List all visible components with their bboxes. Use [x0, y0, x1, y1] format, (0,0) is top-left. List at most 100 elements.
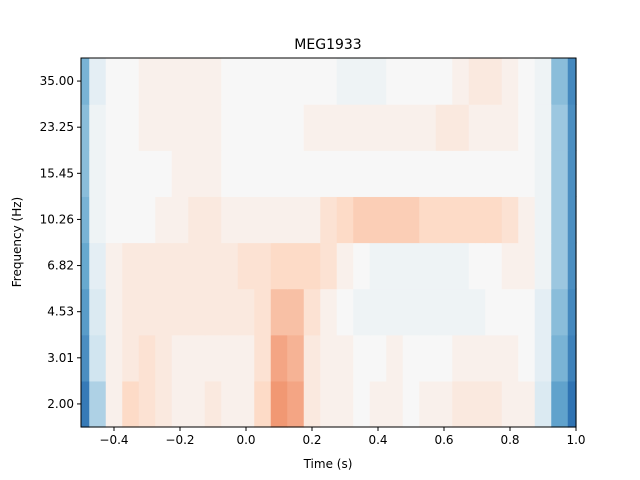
heatmap-cell — [81, 334, 90, 382]
heatmap-cell — [369, 196, 387, 244]
heatmap-cell — [270, 288, 288, 336]
heatmap-cell — [303, 380, 321, 428]
heatmap-cell — [204, 196, 222, 244]
heatmap-cell — [221, 380, 239, 428]
heatmap-cell — [270, 380, 288, 428]
heatmap-cell — [518, 380, 536, 428]
heatmap-cell — [402, 242, 420, 290]
heatmap-cell — [138, 288, 156, 336]
plot-frame — [80, 57, 577, 428]
heatmap-cell — [320, 334, 338, 382]
heatmap-cell — [287, 150, 305, 197]
heatmap-cell — [270, 58, 288, 105]
heatmap-cell — [386, 104, 404, 151]
heatmap-cell — [320, 242, 338, 290]
y-axis-label: Frequency (Hz) — [10, 197, 24, 288]
heatmap-cell — [518, 242, 536, 290]
heatmap-cell — [320, 58, 338, 105]
heatmap-cell — [468, 58, 486, 105]
heatmap-cell — [105, 104, 123, 151]
heatmap-cell — [567, 380, 577, 428]
heatmap-cell — [122, 380, 140, 428]
heatmap-cell — [551, 104, 569, 151]
heatmap-cell — [138, 104, 156, 151]
heatmap-cell — [534, 288, 552, 336]
heatmap-cell — [468, 196, 486, 244]
heatmap-cell — [551, 334, 569, 382]
heatmap-cell — [320, 150, 338, 197]
heatmap-cell — [204, 334, 222, 382]
heatmap-cell — [419, 334, 437, 382]
heatmap-cell — [353, 242, 371, 290]
heatmap-cell — [188, 58, 206, 105]
heatmap-cell — [452, 150, 470, 197]
heatmap-cell — [386, 58, 404, 105]
y-tick-label: 35.00 — [40, 74, 74, 88]
heatmap-cell — [386, 196, 404, 244]
heatmap-cell — [188, 104, 206, 151]
heatmap-cell — [386, 288, 404, 336]
heatmap-cell — [138, 334, 156, 382]
heatmap-cell — [353, 334, 371, 382]
heatmap-cell — [188, 150, 206, 197]
heatmap-cell — [237, 196, 255, 244]
heatmap-cell — [501, 58, 519, 105]
heatmap-cell — [89, 150, 107, 197]
heatmap-cell — [287, 242, 305, 290]
heatmap-cell — [369, 104, 387, 151]
heatmap-cell — [419, 58, 437, 105]
heatmap-cell — [551, 150, 569, 197]
heatmap-cell — [534, 104, 552, 151]
heatmap-cell — [452, 334, 470, 382]
heatmap-cell — [89, 380, 107, 428]
heatmap-cell — [204, 104, 222, 151]
heatmap-cell — [353, 150, 371, 197]
heatmap-cell — [122, 334, 140, 382]
heatmap-cell — [386, 150, 404, 197]
heatmap-cell — [287, 334, 305, 382]
heatmap-cell — [270, 196, 288, 244]
heatmap-cell — [402, 380, 420, 428]
heatmap-cell — [188, 196, 206, 244]
heatmap-cell — [485, 150, 503, 197]
heatmap-cell — [369, 150, 387, 197]
heatmap-cell — [89, 242, 107, 290]
heatmap-cell — [254, 242, 272, 290]
heatmap-cell — [485, 334, 503, 382]
heatmap-cell — [551, 288, 569, 336]
heatmap-cell — [402, 196, 420, 244]
heatmap-cell — [534, 196, 552, 244]
heatmap-cell — [369, 380, 387, 428]
heatmap-cell — [485, 380, 503, 428]
heatmap-cell — [518, 288, 536, 336]
heatmap-cell — [468, 242, 486, 290]
heatmap-cell — [419, 104, 437, 151]
heatmap-cell — [336, 242, 354, 290]
heatmap-cell — [171, 380, 189, 428]
heatmap-cell — [435, 288, 453, 336]
heatmap-cell — [303, 104, 321, 151]
heatmap-cell — [336, 58, 354, 105]
heatmap-cell — [270, 334, 288, 382]
heatmap-cell — [138, 58, 156, 105]
heatmap-cell — [435, 242, 453, 290]
heatmap-cell — [336, 150, 354, 197]
heatmap-cell — [518, 104, 536, 151]
heatmap-cell — [188, 334, 206, 382]
heatmap-cell — [254, 196, 272, 244]
heatmap-cell — [452, 288, 470, 336]
heatmap-cell — [452, 380, 470, 428]
x-tick-label: 0.4 — [368, 433, 387, 447]
heatmap-cell — [155, 58, 173, 105]
y-tick-label: 10.26 — [40, 212, 74, 226]
heatmap-cell — [287, 104, 305, 151]
x-tick-label: 1.0 — [566, 433, 585, 447]
heatmap-cell — [237, 104, 255, 151]
heatmap-cell — [501, 380, 519, 428]
heatmap-cell — [402, 150, 420, 197]
heatmap-cell — [435, 196, 453, 244]
heatmap-cell — [501, 196, 519, 244]
x-axis-label: Time (s) — [303, 457, 353, 471]
heatmap-cell — [89, 334, 107, 382]
heatmap-cell — [81, 196, 90, 244]
